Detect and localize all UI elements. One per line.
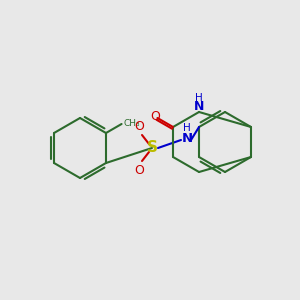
Text: O: O — [134, 119, 144, 133]
Text: O: O — [150, 110, 160, 123]
Text: CH₃: CH₃ — [124, 119, 140, 128]
Text: O: O — [134, 164, 144, 176]
Text: N: N — [194, 100, 204, 113]
Text: N: N — [182, 131, 193, 145]
Text: S: S — [146, 140, 158, 155]
Text: H: H — [195, 93, 203, 103]
Text: H: H — [183, 123, 191, 133]
